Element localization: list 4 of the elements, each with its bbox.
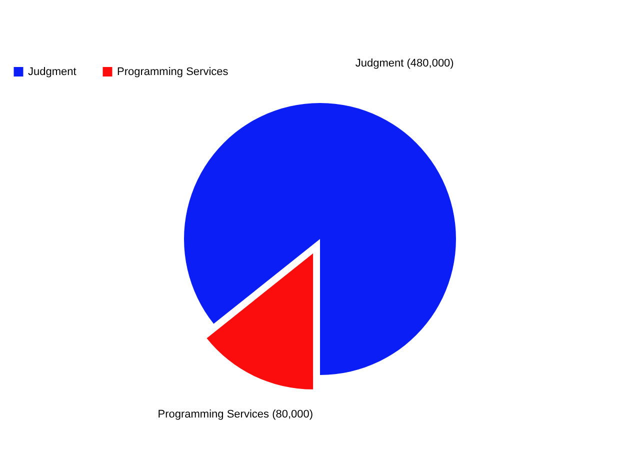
- legend-label: Judgment: [28, 66, 76, 78]
- category-label: Programming Services (80,000): [158, 408, 314, 421]
- category-label: Judgment (480,000): [355, 57, 454, 70]
- legend-label: Programming Services: [117, 66, 229, 78]
